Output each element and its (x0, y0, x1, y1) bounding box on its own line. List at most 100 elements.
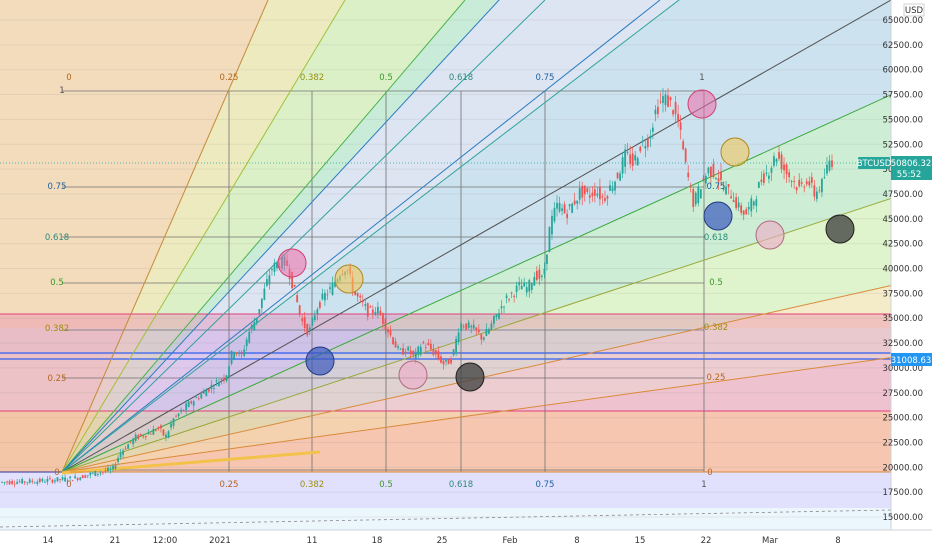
price-tick-label: 17500.00 (882, 488, 923, 498)
candle-body (662, 96, 664, 104)
candle-body (94, 470, 97, 476)
candle-body (243, 349, 246, 356)
candle-body (223, 377, 225, 381)
candle-body (422, 342, 425, 344)
symbol-tag (858, 157, 890, 169)
candle-body (566, 213, 569, 218)
time-axis[interactable]: 14 21 12:00 2021 11 18 25 Feb 8 15 22 Mar 8 (43, 536, 841, 546)
price-tick-label: 42500.00 (882, 240, 923, 250)
candle-body (424, 347, 427, 349)
price-axis[interactable]: 15000.00 17500.00 20000.00 22500.00 25000.00… (882, 16, 923, 523)
candle-body (59, 479, 61, 480)
candle-body (467, 322, 470, 328)
annotation-circle (720, 137, 750, 167)
candle-body (394, 341, 397, 348)
candle-body (172, 418, 175, 426)
candle-body (137, 435, 140, 439)
fan-line-lower (61, 357, 892, 473)
candle-body (437, 350, 440, 359)
candle-body (31, 480, 34, 482)
candle-body (162, 429, 165, 436)
candle-body (276, 263, 278, 269)
retracement-band (0, 355, 891, 411)
candle-body (218, 381, 220, 387)
fib-label: 0.5 (50, 278, 64, 288)
candle-body (250, 324, 253, 329)
fib-label: 0.382 (300, 480, 324, 490)
candle-body (51, 479, 54, 483)
annotation-circle (398, 360, 428, 390)
candle-body (778, 152, 780, 159)
candle-body (56, 477, 59, 482)
candle-body (742, 210, 745, 215)
currency-badge[interactable] (903, 3, 925, 17)
candle-body (828, 160, 831, 171)
price-tick-label: 15000.00 (882, 513, 923, 523)
candle-body (510, 292, 513, 294)
candle-body (402, 348, 405, 355)
candle-body (157, 427, 160, 429)
time-tick-label: 8 (574, 536, 579, 546)
candle-body (389, 329, 392, 336)
candle-body (576, 200, 579, 204)
price-tick-label: 47500.00 (882, 190, 923, 200)
fib-label: 0 (66, 480, 71, 490)
candle-body (707, 167, 710, 174)
candle-body (124, 448, 127, 450)
candle-body (485, 328, 488, 337)
candle-body (573, 200, 576, 205)
candle-body (639, 146, 642, 152)
candle-body (144, 435, 147, 438)
candle-body (122, 450, 124, 455)
fan-line-upper (61, 0, 546, 473)
fan-line-lower (61, 94, 892, 473)
candle-body (641, 140, 644, 142)
candle-body (21, 479, 24, 484)
candle-body (152, 429, 155, 435)
fan-line-upper (61, 0, 466, 473)
fib-label: 0.25 (220, 73, 239, 83)
candle-body (240, 352, 243, 355)
candle-body (71, 480, 74, 482)
symbol-text: BTCUSD (857, 159, 892, 169)
candle-body (735, 197, 738, 209)
candle-body (702, 178, 705, 180)
candle-body (530, 283, 533, 290)
candle-body (440, 356, 442, 363)
candle-body (520, 285, 523, 290)
retracement-band (0, 328, 891, 355)
fib-label: 0.382 (45, 324, 69, 334)
candle-body (611, 188, 614, 192)
candle-body (667, 95, 669, 108)
fan-line-lower (61, 0, 680, 473)
candle-body (619, 173, 621, 181)
fib-label: 0.382 (704, 323, 728, 333)
candle-body (508, 299, 510, 301)
candle-body (596, 193, 599, 196)
fib-label: 1 (59, 86, 64, 96)
candle-body (621, 157, 624, 174)
time-tick-label: 15 (635, 536, 646, 546)
candle-body (114, 465, 117, 469)
price-tick-label: 45000.00 (882, 215, 923, 225)
candle-body (493, 315, 495, 324)
candle-body (376, 306, 379, 314)
candle-body (49, 478, 51, 479)
candle-body (810, 177, 813, 183)
candle-body (175, 415, 177, 417)
candle-body (568, 204, 571, 207)
candle-body (631, 153, 634, 166)
candle-body (697, 186, 700, 204)
candle-body (119, 452, 122, 458)
candle-body (634, 155, 637, 161)
candle-body (33, 482, 36, 484)
candle-body (813, 185, 816, 197)
candle-body (359, 295, 362, 298)
candle-body (233, 352, 235, 359)
candle-body (26, 482, 29, 484)
candle-body (785, 164, 788, 175)
fib-label: 0 (707, 468, 712, 478)
candle-body (808, 181, 811, 186)
candle-body (96, 473, 99, 475)
